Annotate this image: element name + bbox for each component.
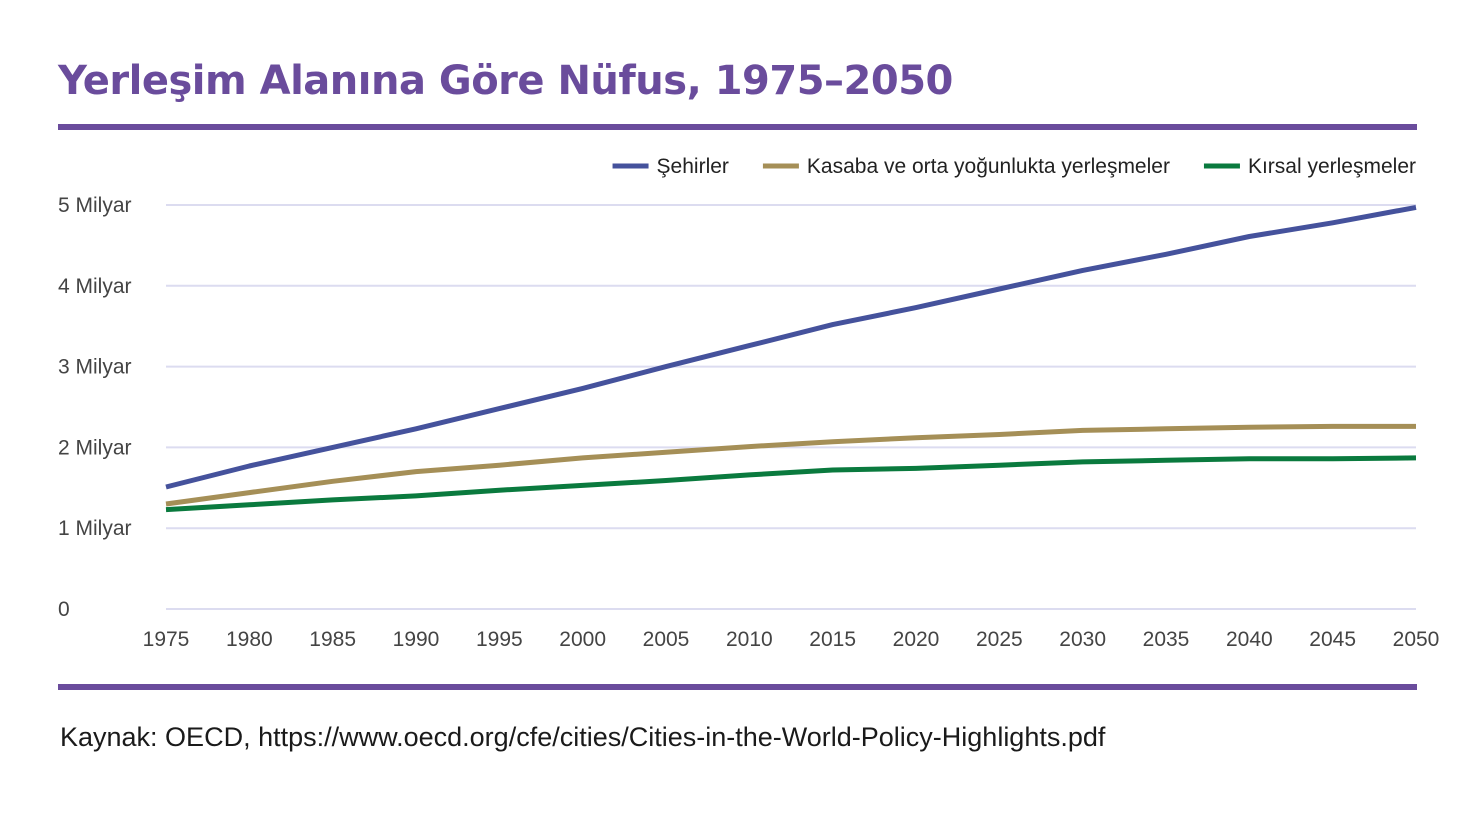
x-tick-label: 1975 xyxy=(143,628,190,651)
series-lines xyxy=(165,204,1417,513)
source-note: Kaynak: OECD, https://www.oecd.org/cfe/c… xyxy=(60,722,1106,752)
y-axis-labels: 0 1 Milyar 2 Milyar 3 Milyar 4 Milyar 5 Milya… xyxy=(58,194,132,621)
legend-label: Kasaba ve orta yoğunlukta yerleşmeler xyxy=(807,155,1170,178)
y-tick-label: 0 xyxy=(58,598,70,621)
x-tick-label: 2045 xyxy=(1309,628,1356,651)
legend-label: Kırsal yerleşmeler xyxy=(1248,155,1416,178)
legend-label: Şehirler xyxy=(657,155,729,178)
x-tick-label: 2020 xyxy=(893,628,940,651)
series-line-3 xyxy=(165,455,1417,513)
y-tick-label: 2 Milyar xyxy=(58,436,132,459)
x-tick-label: 1980 xyxy=(226,628,273,651)
grid-lines xyxy=(166,204,1416,610)
x-tick-label: 2035 xyxy=(1143,628,1190,651)
x-tick-label: 2005 xyxy=(643,628,690,651)
x-tick-label: 2030 xyxy=(1059,628,1106,651)
series-line-1 xyxy=(165,204,1417,490)
x-tick-label: 1995 xyxy=(476,628,523,651)
legend-item: Şehirler xyxy=(612,155,729,178)
series-line-2 xyxy=(165,423,1416,507)
x-tick-label: 2010 xyxy=(726,628,773,651)
x-tick-label: 2040 xyxy=(1226,628,1273,651)
chart-title: Yerleşim Alanına Göre Nüfus, 1975–2050 xyxy=(58,58,953,104)
legend: Şehirler Kasaba ve orta yoğunlukta yerleş… xyxy=(612,155,1416,178)
x-tick-label: 1990 xyxy=(393,628,440,651)
legend-item: Kırsal yerleşmeler xyxy=(1203,155,1416,178)
x-tick-label: 2000 xyxy=(559,628,606,651)
x-tick-label: 1985 xyxy=(309,628,356,651)
legend-item: Kasaba ve orta yoğunlukta yerleşmeler xyxy=(762,155,1170,178)
x-tick-label: 2050 xyxy=(1393,628,1440,651)
x-tick-label: 2015 xyxy=(809,628,856,651)
footer-divider xyxy=(58,684,1417,690)
y-tick-label: 4 Milyar xyxy=(58,275,132,298)
line-chart: 0 1 Milyar 2 Milyar 3 Milyar 4 Milyar 5 Milya… xyxy=(58,155,1440,651)
title-divider xyxy=(58,124,1417,130)
y-tick-label: 5 Milyar xyxy=(58,194,132,217)
x-axis-labels: 1975 1980 1985 1990 1995 2000 2005 2010 2015 2020… xyxy=(143,628,1440,651)
y-tick-label: 3 Milyar xyxy=(58,356,132,379)
x-tick-label: 2025 xyxy=(976,628,1023,651)
y-tick-label: 1 Milyar xyxy=(58,517,132,540)
